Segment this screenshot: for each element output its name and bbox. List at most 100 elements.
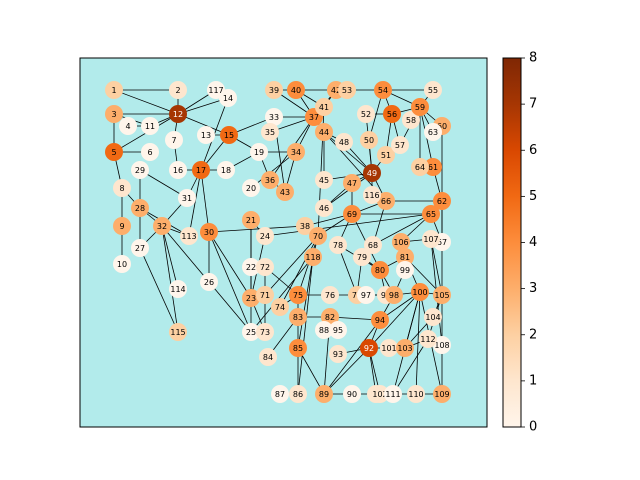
node-label: 108 [434, 341, 449, 350]
node-26: 26 [200, 273, 218, 291]
node-35: 35 [261, 123, 279, 141]
node-104: 104 [424, 308, 442, 326]
node-label: 23 [246, 294, 256, 303]
node-label: 26 [204, 278, 214, 287]
node-45: 45 [315, 171, 333, 189]
node-21: 21 [242, 211, 260, 229]
node-label: 59 [415, 103, 425, 112]
node-11: 11 [141, 117, 159, 135]
node-circle [141, 117, 159, 135]
node-label: 82 [325, 313, 335, 322]
node-92: 92 [360, 339, 378, 357]
node-label: 43 [280, 188, 290, 197]
node-circle [363, 164, 381, 182]
node-83: 83 [289, 308, 307, 326]
node-circle [165, 131, 183, 149]
node-55: 55 [424, 81, 442, 99]
node-label: 78 [333, 241, 343, 250]
edge-92-100 [368, 291, 421, 349]
node-label: 62 [437, 197, 447, 206]
node-circle [200, 223, 218, 241]
node-circle [433, 385, 451, 403]
node-48: 48 [335, 133, 353, 151]
node-circle [371, 261, 389, 279]
node-99: 99 [396, 261, 414, 279]
node-40: 40 [287, 81, 305, 99]
colorbar-tick-label: 7 [529, 97, 537, 112]
edge-25-118 [250, 256, 314, 333]
node-label: 110 [408, 390, 423, 399]
node-76: 76 [321, 286, 339, 304]
node-33: 33 [265, 108, 283, 126]
node-27: 27 [131, 239, 149, 257]
node-label: 27 [135, 244, 145, 253]
node-label: 106 [393, 238, 408, 247]
node-95: 95 [329, 321, 347, 339]
edge-25-30 [208, 231, 252, 333]
node-24: 24 [256, 227, 274, 245]
node-circle [242, 289, 260, 307]
node-label: 100 [412, 288, 427, 297]
node-label: 115 [170, 328, 185, 337]
node-circle [422, 230, 440, 248]
node-circle [259, 348, 277, 366]
node-4: 4 [119, 117, 137, 135]
node-101: 101 [380, 339, 398, 357]
node-circle [256, 258, 274, 276]
node-label: 19 [254, 148, 264, 157]
node-circle [169, 81, 187, 99]
node-circle [371, 311, 389, 329]
edge-85-118 [297, 256, 314, 349]
node-43: 43 [276, 183, 294, 201]
node-102: 102 [371, 385, 389, 403]
node-circle [250, 143, 268, 161]
node-label: 33 [269, 113, 279, 122]
node-81: 81 [396, 248, 414, 266]
node-115: 115 [169, 323, 187, 341]
node-label: 57 [395, 141, 405, 150]
node-46: 46 [315, 199, 333, 217]
node-54: 54 [374, 81, 392, 99]
node-112: 112 [419, 330, 437, 348]
node-65: 65 [422, 205, 440, 223]
node-label: 60 [437, 122, 447, 131]
node-circle [220, 126, 238, 144]
edge-17-113 [188, 169, 202, 237]
node-label: 4 [125, 122, 130, 131]
node-label: 105 [434, 291, 449, 300]
node-9: 9 [113, 217, 131, 235]
node-31: 31 [178, 189, 196, 207]
node-label: 92 [364, 344, 374, 353]
node-circle [265, 81, 283, 99]
edge-89-94 [323, 319, 381, 395]
node-circle [271, 298, 289, 316]
node-circle [343, 205, 361, 223]
node-circle [178, 189, 196, 207]
node-90: 90 [343, 385, 361, 403]
node-circle [377, 146, 395, 164]
node-circle [364, 236, 382, 254]
node-71: 71 [256, 286, 274, 304]
node-label: 37 [309, 113, 319, 122]
node-17: 17 [192, 161, 210, 179]
node-59: 59 [411, 98, 429, 116]
node-circle [411, 283, 429, 301]
node-circle [343, 385, 361, 403]
node-label: 31 [182, 194, 192, 203]
node-85: 85 [289, 339, 307, 357]
node-circle [180, 227, 198, 245]
node-label: 104 [425, 313, 440, 322]
node-circle [424, 158, 442, 176]
node-circle [402, 111, 420, 129]
node-30: 30 [200, 223, 218, 241]
node-label: 85 [293, 344, 303, 353]
node-circle [329, 345, 347, 363]
node-107: 107 [422, 230, 440, 248]
node-18: 18 [217, 161, 235, 179]
node-label: 98 [389, 291, 399, 300]
node-label: 93 [333, 350, 343, 359]
node-circle [419, 330, 437, 348]
node-label: 67 [437, 238, 447, 247]
node-label: 14 [223, 94, 233, 103]
node-circle [315, 385, 333, 403]
